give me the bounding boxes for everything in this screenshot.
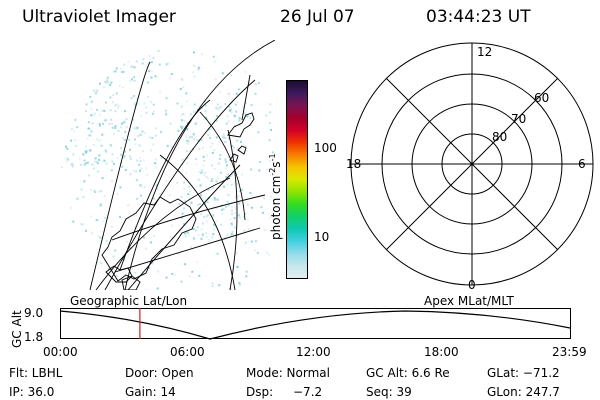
- geographic-label: Geographic Lat/Lon: [70, 294, 188, 308]
- coastline: [101, 112, 255, 290]
- auroral-emission-scatter: [61, 49, 275, 290]
- mlt-line-diag-2: [385, 77, 559, 251]
- mode-info: Mode: Normal: [246, 366, 330, 380]
- apex-label: Apex MLat/MLT: [424, 294, 514, 308]
- geographic-image-panel: [61, 40, 275, 290]
- lat-lon-grid: [89, 40, 275, 290]
- colorbar-unit-label: photon cm-2s-1: [268, 153, 283, 240]
- lat-label-60: 60: [534, 91, 549, 105]
- gain-info: Gain: 14: [125, 385, 176, 399]
- y-tick-9: 9.0: [24, 306, 44, 320]
- x-tick-0600: 06:00: [170, 345, 205, 359]
- lat-label-70: 70: [511, 112, 526, 126]
- filter-info: Flt: LBHL: [9, 366, 63, 380]
- gc-altitude-curve: [60, 310, 571, 340]
- x-tick-1200: 12:00: [296, 345, 331, 359]
- gc-alt-axis-label: GC Alt: [10, 310, 24, 348]
- mlt-label-0: 0: [468, 278, 476, 292]
- ip-info: IP: 36.0: [9, 385, 55, 399]
- x-tick-1800: 18:00: [424, 345, 459, 359]
- polar-mlt-plot: 80 70 60 12 18 6 0: [346, 42, 594, 292]
- time-label: 03:44:23 UT: [426, 7, 531, 27]
- gc-alt-info: GC Alt: 6.6 Re: [366, 366, 450, 380]
- door-info: Door: Open: [125, 366, 194, 380]
- colorbar-tick-10: 10: [314, 230, 330, 244]
- colorbar-tick-100: 100: [314, 141, 337, 155]
- dsp-label: Dsp:: [246, 385, 274, 399]
- glat-info: GLat: −71.2: [487, 366, 560, 380]
- x-tick-0000: 00:00: [43, 345, 78, 359]
- lat-label-80: 80: [492, 130, 507, 144]
- seq-info: Seq: 39: [366, 385, 412, 399]
- mlt-label-18: 18: [346, 157, 361, 171]
- mlt-label-6: 6: [578, 157, 586, 171]
- date-label: 26 Jul 07: [280, 7, 355, 27]
- altitude-timeline: [60, 308, 571, 340]
- glon-info: GLon: 247.7: [487, 385, 560, 399]
- x-tick-2359: 23:59: [552, 345, 587, 359]
- dsp-value: −7.2: [293, 385, 323, 399]
- mlt-label-12: 12: [477, 45, 492, 59]
- y-tick-1-8: 1.8: [24, 330, 44, 344]
- instrument-title: Ultraviolet Imager: [22, 7, 176, 27]
- color-scale-bar: [286, 80, 308, 279]
